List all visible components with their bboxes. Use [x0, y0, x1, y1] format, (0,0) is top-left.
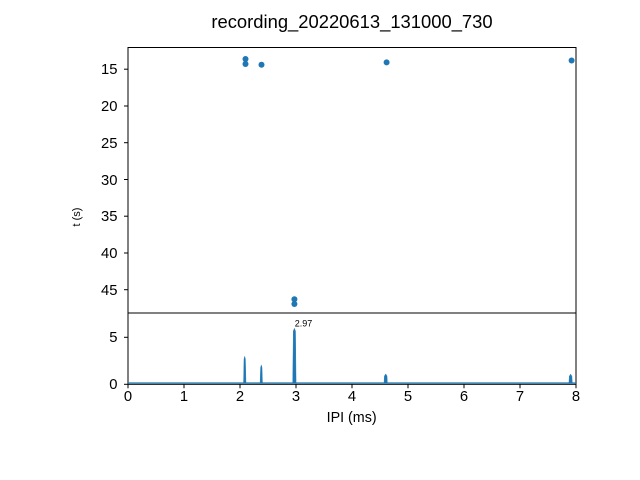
svg-text:2.97: 2.97 — [295, 319, 313, 329]
svg-text:t (s): t (s) — [71, 208, 83, 227]
